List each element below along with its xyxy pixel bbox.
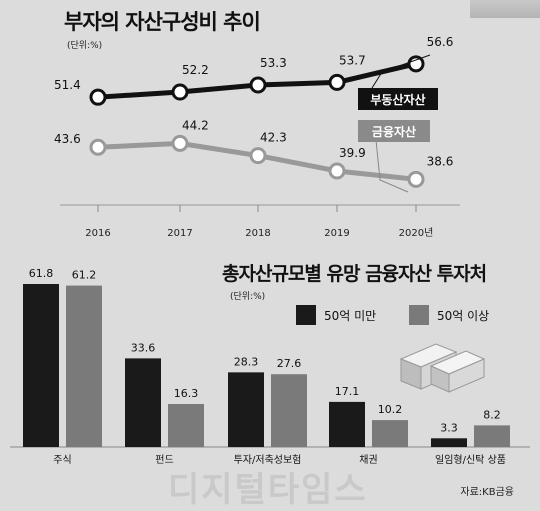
legend-item-under-50: 50억 미만 xyxy=(296,305,376,325)
data-label-0-0: 51.4 xyxy=(54,78,81,92)
bar-0-3 xyxy=(329,401,365,447)
data-label-1-2: 42.3 xyxy=(260,131,287,145)
house-roof-illustration xyxy=(470,0,540,18)
series-leader-0 xyxy=(371,54,431,89)
data-label-1-1: 44.2 xyxy=(182,118,209,132)
x-tick-label: 2018 xyxy=(245,228,270,239)
bar-chart-unit: (단위:%) xyxy=(230,292,266,302)
legend-swatch-under-50 xyxy=(296,305,316,325)
bar-1-2 xyxy=(271,374,307,447)
bar-1-1 xyxy=(168,404,204,447)
bar-value-label-0-3: 17.1 xyxy=(335,385,360,398)
category-label: 주식 xyxy=(53,454,71,466)
bar-chart-title: 총자산규모별 유망 금융자산 투자처 xyxy=(222,263,487,285)
bar-1-0 xyxy=(66,285,102,447)
line-chart-unit: (단위:%) xyxy=(67,41,103,51)
category-label: 채권 xyxy=(359,454,377,466)
x-tick-label: 2017 xyxy=(167,228,192,239)
bar-0-0 xyxy=(23,284,59,447)
bar-value-label-0-4: 3.3 xyxy=(440,421,458,434)
data-point-0-2 xyxy=(249,76,267,94)
series-label-box-0 xyxy=(358,88,438,110)
data-label-1-4: 38.6 xyxy=(427,154,454,168)
data-point-0-0 xyxy=(89,88,107,106)
cube-stack-illustration xyxy=(399,343,486,393)
series-label-box-1 xyxy=(358,120,430,142)
bar-0-1 xyxy=(125,358,161,447)
legend-item-over-50: 50억 이상 xyxy=(409,305,489,325)
series-label-0: 부동산자산 xyxy=(370,92,425,107)
legend-swatch-over-50 xyxy=(409,305,429,325)
x-tick-label: 2019 xyxy=(324,228,349,239)
data-point-1-3 xyxy=(328,162,346,180)
bar-value-label-0-1: 33.6 xyxy=(131,341,156,354)
data-label-0-3: 53.7 xyxy=(339,53,366,67)
data-label-1-3: 39.9 xyxy=(339,146,366,160)
data-point-1-4 xyxy=(407,170,425,188)
data-point-0-1 xyxy=(171,83,189,101)
category-label: 투자/저축성보험 xyxy=(234,454,302,466)
x-tick-label: 2016 xyxy=(85,228,110,239)
series-leader-1 xyxy=(375,139,409,193)
data-label-0-1: 52.2 xyxy=(182,63,209,77)
x-tick-label: 2020년 xyxy=(399,227,434,239)
line-chart-title: 부자의 자산구성비 추이 xyxy=(64,10,261,34)
data-point-1-2 xyxy=(249,147,267,165)
bar-0-2 xyxy=(228,372,264,447)
legend-label-under-50: 50억 미만 xyxy=(324,308,377,323)
bar-1-4 xyxy=(474,425,510,447)
bar-value-label-0-2: 28.3 xyxy=(234,355,259,368)
bar-0-4 xyxy=(431,438,467,447)
data-point-1-0 xyxy=(89,138,107,156)
bar-value-label-0-0: 61.8 xyxy=(29,267,54,280)
data-point-1-1 xyxy=(171,134,189,152)
category-label: 일임형/신탁 상품 xyxy=(435,453,506,466)
bar-1-3 xyxy=(372,420,408,447)
series-label-1: 금융자산 xyxy=(372,124,416,139)
watermark: 디지털타임스 xyxy=(168,470,368,510)
bar-value-label-1-0: 61.2 xyxy=(72,269,97,282)
legend-label-over-50: 50억 이상 xyxy=(437,308,490,323)
category-label: 펀드 xyxy=(155,454,173,466)
bar-value-label-1-2: 27.6 xyxy=(277,357,302,370)
data-label-1-0: 43.6 xyxy=(54,132,81,146)
bar-value-label-1-4: 8.2 xyxy=(483,408,501,421)
data-point-0-3 xyxy=(328,73,346,91)
data-point-0-4 xyxy=(407,55,425,73)
data-label-0-2: 53.3 xyxy=(260,56,287,70)
line-chart: 2016 2017 2018 2019 2020년 51.4 52.2 53.3 53.7 56.… xyxy=(54,35,460,239)
bar-value-label-1-3: 10.2 xyxy=(378,403,403,416)
bar-value-label-1-1: 16.3 xyxy=(174,387,199,400)
data-label-0-4: 56.6 xyxy=(427,35,454,49)
source-note: 자료:KB금융 xyxy=(460,487,514,498)
